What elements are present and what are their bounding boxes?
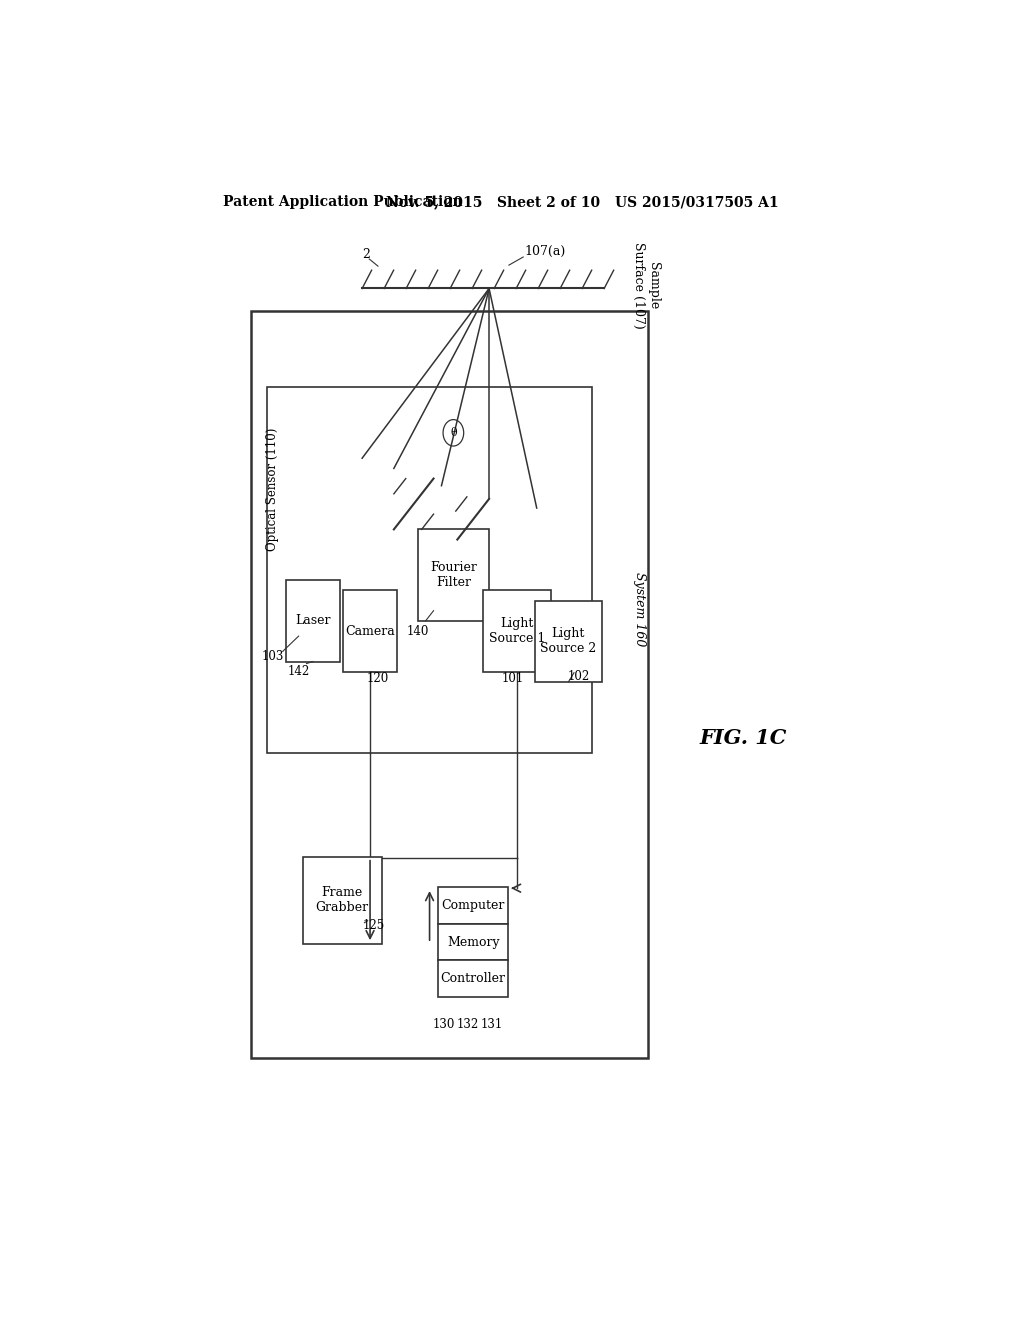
Text: Memory: Memory — [446, 936, 500, 949]
Text: 132: 132 — [457, 1018, 479, 1031]
Text: Sample
Surface (107): Sample Surface (107) — [632, 242, 659, 329]
Bar — [251, 312, 648, 1057]
Text: Optical Sensor (110): Optical Sensor (110) — [266, 428, 279, 552]
Text: Laser: Laser — [295, 614, 331, 627]
Text: Frame
Grabber: Frame Grabber — [315, 886, 369, 915]
Text: Controller: Controller — [440, 972, 506, 985]
Text: Light
Source 2: Light Source 2 — [541, 627, 597, 655]
Text: 102: 102 — [567, 671, 590, 684]
Text: US 2015/0317505 A1: US 2015/0317505 A1 — [615, 195, 778, 209]
Bar — [438, 887, 508, 924]
Text: 101: 101 — [502, 672, 524, 685]
Text: 130: 130 — [433, 1018, 455, 1031]
Text: Patent Application Publication: Patent Application Publication — [223, 195, 463, 209]
Text: 120: 120 — [367, 672, 389, 685]
Text: θ: θ — [451, 428, 457, 438]
Text: FIG. 1C: FIG. 1C — [699, 727, 786, 747]
Text: Light
Source 1: Light Source 1 — [488, 616, 545, 645]
Text: Nov. 5, 2015   Sheet 2 of 10: Nov. 5, 2015 Sheet 2 of 10 — [386, 195, 600, 209]
Bar — [286, 581, 340, 661]
Text: 142: 142 — [288, 665, 309, 678]
Text: System 160: System 160 — [634, 573, 646, 647]
Bar — [303, 857, 382, 944]
Text: 107(a): 107(a) — [524, 246, 566, 259]
Bar — [438, 924, 508, 961]
Text: Fourier
Filter: Fourier Filter — [430, 561, 477, 589]
Text: 103: 103 — [262, 649, 285, 663]
Bar — [535, 601, 602, 682]
Bar — [267, 387, 592, 752]
Bar — [438, 961, 508, 997]
Text: 125: 125 — [362, 919, 385, 932]
Bar — [343, 590, 397, 672]
Text: Computer: Computer — [441, 899, 505, 912]
Text: 140: 140 — [407, 624, 429, 638]
Text: 131: 131 — [480, 1018, 503, 1031]
Bar — [418, 529, 489, 620]
Text: Camera: Camera — [345, 624, 395, 638]
Bar — [483, 590, 551, 672]
Text: 2: 2 — [362, 248, 370, 261]
